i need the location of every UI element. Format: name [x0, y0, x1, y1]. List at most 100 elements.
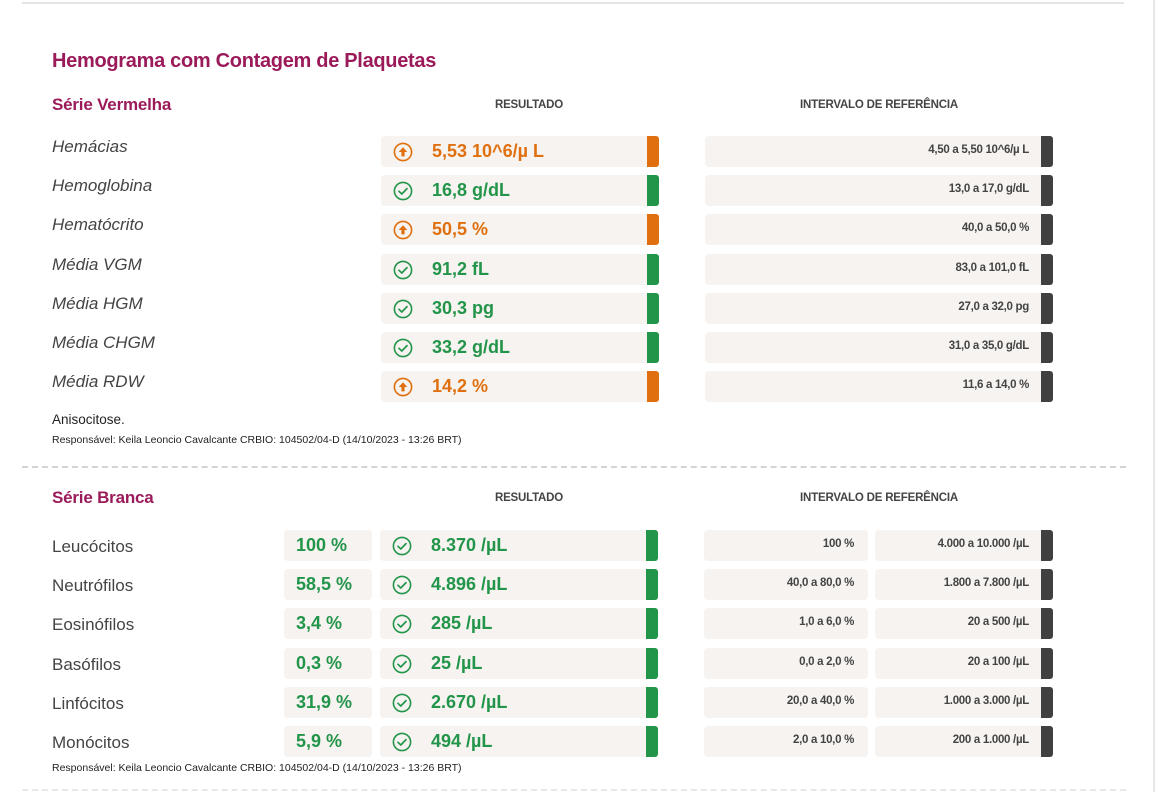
reference-percent-range: 2,0 a 10,0 %: [793, 734, 854, 746]
reference-percent-range: 100 %: [822, 538, 854, 550]
reference-bar: [1041, 530, 1053, 561]
check-circle-icon: [393, 338, 413, 358]
percent-box: 100 %: [284, 530, 372, 561]
percent-value: 0,3 %: [296, 652, 343, 673]
result-box: 285 /µL: [380, 608, 658, 640]
row-label: Média VGM: [52, 254, 142, 274]
white-reference-header: INTERVALO DE REFERÊNCIA: [800, 492, 958, 504]
arrow-up-circle-icon: [393, 377, 413, 397]
arrow-up-circle-icon: [393, 220, 413, 240]
result-value: 91,2 fL: [432, 258, 490, 279]
reference-percent-range: 40,0 a 80,0 %: [786, 577, 854, 590]
reference-percent-box: 40,0 a 80,0 %: [704, 569, 868, 601]
result-value: 5,53 10^6/µ L: [432, 141, 544, 161]
row-label: Neutrófilos: [52, 576, 134, 596]
white-responsible-line: Responsável: Keila Leoncio Cavalcante CR…: [52, 762, 462, 774]
reference-box: 11,6 a 14,0 %: [705, 371, 1053, 403]
result-box: 5,53 10^6/µ L: [381, 136, 659, 167]
arrow-up-circle-icon: [393, 142, 413, 162]
percent-box: 3,4 %: [284, 608, 372, 640]
reference-box: 83,0 a 101,0 fL: [705, 253, 1053, 285]
reference-percent-box: 1,0 a 6,0 %: [704, 608, 868, 640]
row-label: Eosinófilos: [52, 615, 135, 635]
white-series-title: Série Branca: [52, 488, 154, 507]
reference-absolute-box: 4.000 a 10.000 /µL: [875, 530, 1053, 561]
check-circle-icon: [392, 536, 412, 556]
result-box: 14,2 %: [381, 371, 659, 403]
reference-percent-range: 20,0 a 40,0 %: [786, 694, 854, 707]
result-value: 4.896 /µL: [431, 574, 508, 595]
percent-value: 58,5 %: [296, 574, 353, 595]
section-divider: [22, 466, 1126, 468]
status-bar: [647, 175, 659, 207]
result-box: 8.370 /µL: [380, 530, 658, 561]
result-value: 33,2 g/dL: [432, 337, 511, 357]
reference-bar: [1041, 608, 1053, 640]
reference-bar: [1041, 136, 1053, 167]
check-circle-icon: [393, 181, 413, 201]
reference-bar: [1041, 253, 1053, 285]
status-bar: [647, 292, 659, 324]
reference-percent-box: 0,0 a 2,0 %: [704, 647, 868, 679]
reference-box: 31,0 a 35,0 g/dL: [705, 332, 1053, 363]
reference-absolute-box: 200 a 1.000 /µL: [875, 726, 1053, 757]
reference-box: 4,50 a 5,50 10^6/µ L: [705, 136, 1053, 167]
row-label: Hematócrito: [52, 215, 144, 235]
check-circle-icon: [392, 732, 412, 752]
result-value: 30,3 pg: [432, 297, 495, 318]
percent-box: 58,5 %: [284, 569, 372, 601]
white-result-header: RESULTADO: [494, 492, 564, 504]
bottom-divider: [22, 789, 1126, 791]
row-label: Basófilos: [52, 654, 121, 674]
check-circle-icon: [392, 614, 412, 634]
status-bar: [646, 726, 658, 757]
reference-bar: [1041, 686, 1053, 718]
top-divider: [22, 2, 1124, 4]
status-bar: [647, 332, 659, 363]
row-label: Hemoglobina: [52, 176, 153, 196]
row-label: Média HGM: [52, 293, 143, 313]
result-box: 4.896 /µL: [380, 569, 658, 601]
status-bar: [646, 530, 658, 561]
check-circle-icon: [392, 693, 412, 713]
check-circle-icon: [392, 575, 412, 595]
percent-value: 5,9 %: [296, 731, 343, 751]
percent-value: 3,4 %: [296, 613, 343, 634]
check-circle-icon: [393, 299, 413, 319]
reference-bar: [1041, 647, 1053, 679]
red-series-note: Anisocitose.: [52, 412, 125, 427]
reference-range: 40,0 a 50,0 %: [961, 222, 1029, 235]
status-bar: [647, 371, 659, 403]
result-box: 91,2 fL: [381, 253, 659, 285]
percent-value: 31,9 %: [296, 691, 353, 712]
reference-range: 11,6 a 14,0 %: [962, 379, 1030, 392]
result-box: 33,2 g/dL: [381, 332, 659, 363]
reference-absolute-range: 4.000 a 10.000 /µL: [937, 538, 1030, 550]
status-bar: [646, 647, 658, 679]
right-scroll-edge: [1153, 0, 1155, 792]
status-bar: [647, 214, 659, 246]
percent-box: 5,9 %: [284, 726, 372, 757]
reference-box: 13,0 a 17,0 g/dL: [705, 175, 1053, 207]
row-label: Hemácias: [52, 137, 128, 156]
check-circle-icon: [392, 654, 412, 674]
reference-range: 27,0 a 32,0 pg: [958, 300, 1029, 313]
result-value: 50,5 %: [432, 219, 489, 240]
reference-percent-box: 100 %: [704, 530, 868, 561]
result-value: 14,2 %: [432, 376, 489, 397]
reference-range: 31,0 a 35,0 g/dL: [948, 340, 1030, 352]
red-result-header: RESULTADO: [494, 99, 564, 111]
reference-absolute-box: 1.800 a 7.800 /µL: [875, 569, 1053, 601]
red-reference-header: INTERVALO DE REFERÊNCIA: [800, 99, 958, 111]
result-box: 25 /µL: [380, 647, 658, 679]
reference-bar: [1041, 214, 1053, 246]
result-value: 25 /µL: [431, 652, 483, 673]
status-bar: [647, 253, 659, 285]
row-label: Leucócitos: [52, 537, 134, 556]
reference-bar: [1041, 371, 1053, 403]
percent-box: 31,9 %: [284, 686, 372, 718]
reference-range: 13,0 a 17,0 g/dL: [948, 183, 1030, 196]
percent-box: 0,3 %: [284, 647, 372, 679]
check-circle-icon: [393, 260, 413, 280]
result-box: 50,5 %: [381, 214, 659, 246]
